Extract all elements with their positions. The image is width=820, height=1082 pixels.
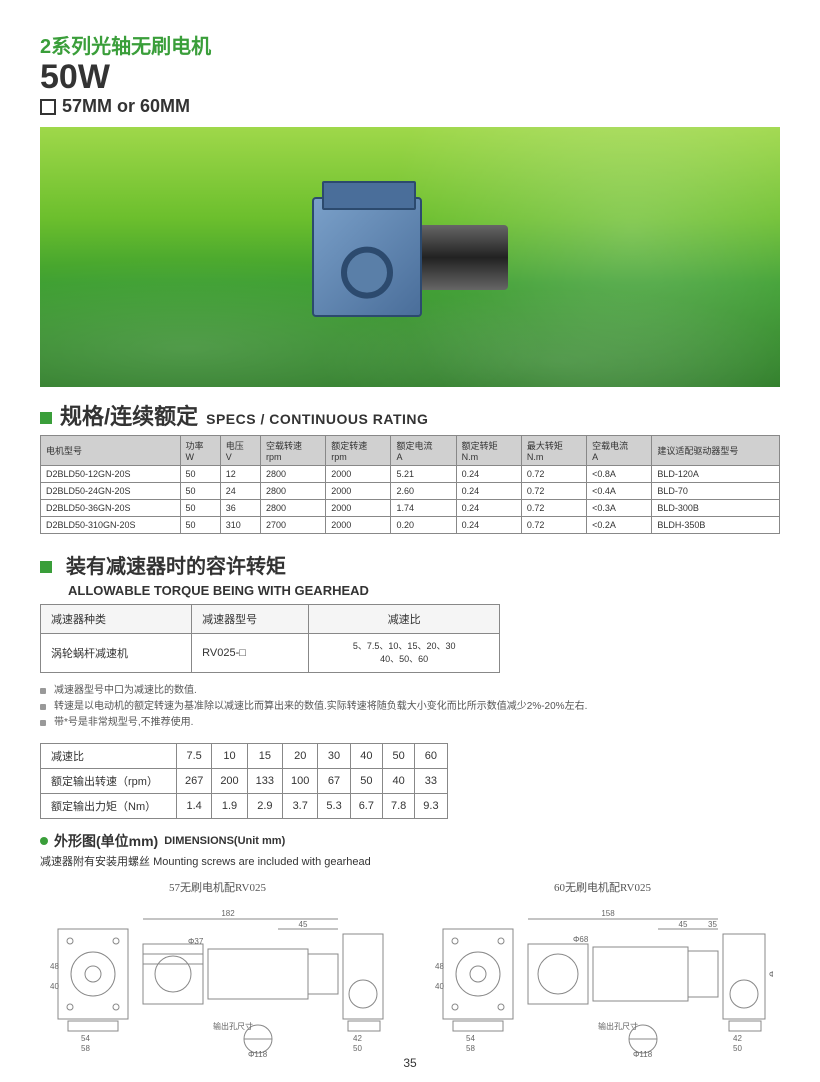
svg-text:Φ55: Φ55: [769, 970, 773, 979]
motor-illustration: [312, 197, 508, 317]
series-title: 2系列光轴无刷电机: [40, 30, 780, 59]
gear-col-ratio: 减速比: [309, 605, 500, 634]
square-icon: [40, 99, 56, 115]
svg-text:Φ118: Φ118: [633, 1050, 653, 1059]
svg-text:Φ37: Φ37: [188, 937, 204, 946]
svg-text:54: 54: [466, 1034, 475, 1043]
page-header: 2系列光轴无刷电机 50W 57MM or 60MM: [40, 30, 780, 117]
svg-text:182: 182: [221, 909, 235, 918]
specs-head-cn: 规格/连续额定: [60, 399, 198, 431]
square-marker-icon: [40, 561, 52, 573]
hero-banner: [40, 127, 780, 387]
svg-text:50: 50: [733, 1044, 742, 1053]
svg-text:42: 42: [353, 1034, 362, 1043]
specs-col-header: 空载转速rpm: [261, 436, 326, 466]
page-number: 35: [403, 1056, 416, 1070]
svg-text:40: 40: [435, 982, 444, 991]
svg-text:54: 54: [81, 1034, 90, 1043]
wattage: 50W: [40, 59, 780, 96]
specs-col-header: 电压V: [220, 436, 260, 466]
svg-text:Φ68: Φ68: [573, 935, 589, 944]
svg-text:48: 48: [435, 962, 444, 971]
specs-col-header: 额定转速rpm: [326, 436, 391, 466]
gear-col-type: 减速器种类: [41, 605, 192, 634]
gear-col-model: 减速器型号: [192, 605, 309, 634]
gear-type: 涡轮蜗杆减速机: [41, 634, 192, 672]
svg-text:158: 158: [601, 909, 615, 918]
svg-text:50: 50: [353, 1044, 362, 1053]
table-row: D2BLD50-12GN-20S5012280020005.210.240.72…: [41, 466, 780, 483]
gear-ratios: 5、7.5、10、15、20、30 40、50、60: [309, 634, 500, 672]
drawing-right-title: 60无刷电机配RV025: [433, 879, 773, 895]
note-item: 带*号是非常规型号,不推荐使用.: [40, 715, 780, 731]
svg-text:45: 45: [678, 920, 687, 929]
svg-text:42: 42: [733, 1034, 742, 1043]
table-row: D2BLD50-310GN-20S50310270020000.200.240.…: [41, 517, 780, 534]
svg-text:58: 58: [466, 1044, 475, 1053]
torque-head-cn: 装有减速器时的容许转矩: [66, 550, 286, 579]
specs-col-header: 额定转矩N.m: [456, 436, 521, 466]
technical-drawing-right: 158 45 35 Φ68 输出孔尺寸 54 58 42 50 Φ118 Φ55…: [433, 899, 773, 1059]
svg-text:输出孔尺寸: 输出孔尺寸: [598, 1021, 638, 1031]
torque-head-en: ALLOWABLE TORQUE BEING WITH GEARHEAD: [68, 583, 780, 598]
table-row: D2BLD50-36GN-20S5036280020001.740.240.72…: [41, 500, 780, 517]
dimensions-heading: 外形图(单位mm) DIMENSIONS(Unit mm): [40, 831, 780, 851]
specs-table: 电机型号功率W电压V空载转速rpm额定转速rpm额定电流A额定转矩N.m最大转矩…: [40, 435, 780, 534]
notes-list: 减速器型号中口为减速比的数值.转速是以电动机的额定转速为基准除以减速比而算出来的…: [40, 683, 780, 731]
table-row: D2BLD50-24GN-20S5024280020002.600.240.72…: [41, 483, 780, 500]
technical-drawing-left: 182 45 Φ37 输出孔尺寸 54 58 42 50 Φ118 48 40: [48, 899, 388, 1059]
drawings-row: 57无刷电机配RV025: [40, 879, 780, 1059]
svg-text:40: 40: [50, 982, 59, 991]
specs-col-header: 额定电流A: [391, 436, 456, 466]
specs-head-en: SPECS / CONTINUOUS RATING: [206, 411, 428, 427]
note-item: 转速是以电动机的额定转速为基准除以减速比而算出来的数值.实际转速将随负载大小变化…: [40, 699, 780, 715]
gear-model: RV025-□: [192, 634, 309, 672]
dot-marker-icon: [40, 837, 48, 845]
svg-text:35: 35: [708, 920, 717, 929]
torque-heading: 装有减速器时的容许转矩: [40, 550, 780, 579]
specs-col-header: 电机型号: [41, 436, 181, 466]
specs-col-header: 空载电流A: [587, 436, 652, 466]
drawing-left-title: 57无刷电机配RV025: [48, 879, 388, 895]
svg-text:Φ118: Φ118: [248, 1050, 268, 1059]
size-text: 57MM or 60MM: [62, 96, 190, 117]
dim-head-en: DIMENSIONS(Unit mm): [164, 835, 285, 847]
drawing-right: 60无刷电机配RV025: [433, 879, 773, 1059]
specs-heading: 规格/连续额定 SPECS / CONTINUOUS RATING: [40, 399, 780, 431]
size-line: 57MM or 60MM: [40, 96, 780, 117]
svg-text:输出孔尺寸: 输出孔尺寸: [213, 1021, 253, 1031]
svg-text:58: 58: [81, 1044, 90, 1053]
note-item: 减速器型号中口为减速比的数值.: [40, 683, 780, 699]
svg-text:48: 48: [50, 962, 59, 971]
dim-head-cn: 外形图(单位mm): [54, 831, 158, 851]
specs-col-header: 最大转矩N.m: [521, 436, 586, 466]
ratio-table: 减速比7.510152030405060 额定输出转速（rpm）26720013…: [40, 743, 448, 819]
drawing-left: 57无刷电机配RV025: [48, 879, 388, 1059]
gearbox-shape: [312, 197, 422, 317]
specs-col-header: 建议适配驱动器型号: [652, 436, 780, 466]
gearhead-table: 减速器种类 减速器型号 减速比 涡轮蜗杆减速机 RV025-□ 5、7.5、10…: [40, 604, 500, 672]
dim-note: 减速器附有安装用螺丝 Mounting screws are included …: [40, 853, 780, 869]
svg-text:45: 45: [298, 920, 307, 929]
square-marker-icon: [40, 412, 52, 424]
specs-col-header: 功率W: [180, 436, 220, 466]
motor-cylinder-shape: [418, 225, 508, 290]
